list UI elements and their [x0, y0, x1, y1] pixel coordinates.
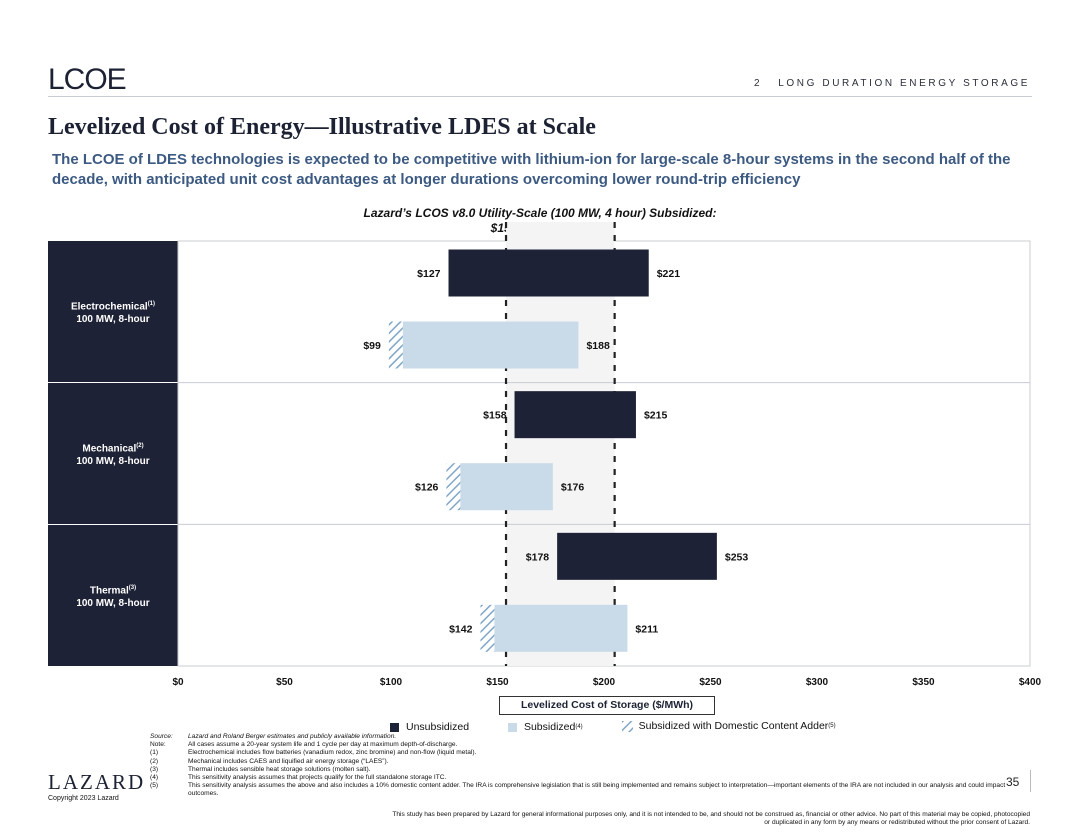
legend-item-subsidized: Subsidized (4)	[507, 721, 583, 733]
note-4: (4) This sensitivity analysis assumes tha…	[150, 774, 447, 782]
label-low-subsidized-mechanical: $126	[415, 482, 439, 494]
x-tick-label: $300	[805, 677, 829, 688]
bar-domestic-content-thermal	[480, 604, 495, 652]
label-low-subsidized-electrochemical: $99	[363, 340, 381, 352]
x-tick-label: $150	[486, 677, 509, 688]
legend-item-domestic-content: Subsidized with Domestic Content Adder (5…	[621, 720, 836, 732]
x-tick-label: $0	[172, 677, 184, 688]
category-label-mechanical: Mechanical(2) 100 MW, 8-hour	[76, 443, 150, 468]
note-general: Note: All cases assume a 20-year system l…	[150, 741, 458, 749]
category-label-thermal: Thermal(3) 100 MW, 8-hour	[76, 585, 150, 610]
bar-unsubsidized-thermal	[557, 532, 717, 580]
lcos-range-chart: $127 $221 $99 $188 $158 $215 $126 $176 $178 $253 $…	[177, 222, 1031, 667]
lazard-logo: LAZARD	[48, 770, 146, 794]
label-high-subsidized-electrochemical: $188	[586, 340, 610, 352]
label-high-unsubsidized-electrochemical: $221	[657, 268, 681, 280]
label-high-unsubsidized-mechanical: $215	[644, 410, 668, 422]
category-label-electrochemical: Electrochemical(1) 100 MW, 8-hour	[70, 301, 156, 326]
note-source: Source: Lazard and Roland Berger estimate…	[150, 733, 397, 740]
footnotes: Source: Lazard and Roland Berger estimate…	[150, 733, 1010, 799]
label-low-unsubsidized-thermal: $178	[526, 551, 550, 563]
label-high-unsubsidized-thermal: $253	[725, 551, 749, 563]
x-tick-label: $200	[592, 677, 616, 688]
x-tick-label: $100	[379, 677, 403, 688]
page-number-divider	[1030, 770, 1031, 792]
page-number: 35	[1006, 775, 1020, 789]
x-tick-label: $350	[912, 677, 935, 688]
legend-swatch-hatched	[621, 720, 633, 732]
category-panel-thermal: Thermal(3) 100 MW, 8-hour	[48, 525, 178, 666]
note-2: (2) Mechanical includes CAES and liquifie…	[150, 757, 389, 765]
label-high-subsidized-thermal: $211	[635, 623, 658, 635]
bar-domestic-content-mechanical	[446, 463, 461, 511]
x-tick-label: $50	[276, 677, 293, 688]
section-number: 2	[753, 78, 763, 89]
lcoe-logo-text: LCOE	[48, 63, 126, 94]
section-label: 2 LONG DURATION ENERGY STORAGE	[754, 78, 1030, 89]
label-low-unsubsidized-mechanical: $158	[483, 410, 507, 422]
page-subtitle: The LCOE of LDES technologies is expecte…	[52, 151, 1011, 188]
copyright: Copyright 2023 Lazard	[48, 795, 119, 802]
legend-swatch-subsidized	[507, 722, 517, 732]
bar-domestic-content-electrochemical	[388, 321, 403, 369]
label-high-subsidized-mechanical: $176	[561, 482, 585, 494]
x-tick-label: $250	[699, 677, 722, 688]
disclaimer: This study has been prepared by Lazard f…	[392, 811, 1030, 826]
note-1: (1) Electrochemical includes flow batteri…	[150, 749, 477, 757]
section-title: LONG DURATION ENERGY STORAGE	[778, 78, 1030, 89]
x-tick-label: $400	[1018, 677, 1042, 688]
category-panel-mechanical: Mechanical(2) 100 MW, 8-hour	[48, 383, 178, 524]
header-divider	[48, 96, 1032, 97]
legend-swatch-unsubsidized	[390, 722, 399, 732]
category-panel-electrochemical: Electrochemical(1) 100 MW, 8-hour	[48, 241, 178, 382]
label-low-unsubsidized-electrochemical: $127	[417, 268, 441, 280]
bar-subsidized-thermal	[494, 604, 628, 652]
x-axis-title: Levelized Cost of Storage ($/MWh)	[499, 696, 715, 715]
chart-legend: Unsubsidized Subsidized (4) Subsidized wi…	[390, 720, 872, 735]
bar-unsubsidized-electrochemical	[448, 249, 649, 297]
page-title: Levelized Cost of Energy—Illustrative LD…	[48, 114, 596, 140]
legend-item-unsubsidized: Unsubsidized	[390, 721, 469, 733]
label-low-subsidized-thermal: $142	[449, 623, 473, 635]
bar-subsidized-electrochemical	[402, 321, 579, 369]
lcoe-logo: LCOE	[48, 63, 127, 94]
bar-subsidized-mechanical	[460, 463, 553, 511]
note-5: (5) This sensitivity analysis assumes the…	[150, 782, 1006, 798]
chart-caption-line1: Lazard’s LCOS v8.0 Utility-Scale (100 MW…	[363, 206, 717, 220]
bar-unsubsidized-mechanical	[514, 391, 636, 439]
note-3: (3) Thermal includes sensible heat storag…	[150, 765, 371, 773]
